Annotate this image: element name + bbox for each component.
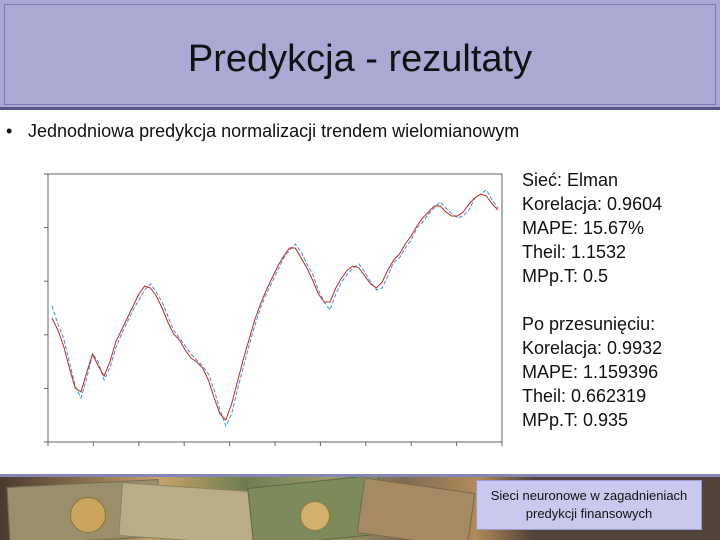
banknote-image [118, 482, 264, 540]
banknote-image [356, 477, 476, 540]
coin-image [70, 497, 106, 533]
stat-shift-mppt: MPp.T: 0.935 [522, 410, 629, 430]
bullet-item: • Jednodniowa predykcja normalizacji tren… [6, 121, 519, 142]
stat-shift-heading: Po przesunięciu: [522, 314, 656, 334]
stat-mppt: MPp.T: 0.5 [522, 266, 609, 286]
stats-block-shifted: Po przesunięciu: Korelacja: 0.9932 MAPE:… [522, 312, 662, 432]
stat-network: Sieć: Elman [522, 170, 619, 190]
series-line-0 [51, 189, 499, 428]
stat-theil: Theil: 1.1532 [522, 242, 627, 262]
title-bar [0, 0, 720, 110]
footer-caption: Sieci neuronowe w zagadnieniach predykcj… [476, 480, 702, 530]
stats-block-elman: Sieć: Elman Korelacja: 0.9604 MAPE: 15.6… [522, 168, 662, 288]
slide-title: Predykcja - rezultaty [187, 38, 533, 80]
bullet-text: Jednodniowa predykcja normalizacji trend… [28, 121, 520, 141]
stat-correlation: Korelacja: 0.9604 [522, 194, 663, 214]
stat-shift-correlation: Korelacja: 0.9932 [522, 338, 663, 358]
coin-image [300, 501, 330, 531]
footer-caption-line1: Sieci neuronowe w zagadnieniach [490, 488, 688, 503]
series-line-1 [51, 193, 499, 421]
stat-shift-theil: Theil: 0.662319 [522, 386, 647, 406]
title-frame [4, 4, 716, 105]
plot-frame [47, 173, 503, 443]
stats-panel: Sieć: Elman Korelacja: 0.9604 MAPE: 15.6… [522, 168, 662, 456]
chart-svg [44, 173, 503, 446]
footer-caption-line2: predykcji finansowych [525, 506, 653, 521]
stat-shift-mape: MAPE: 1.159396 [522, 362, 659, 382]
stat-mape: MAPE: 15.67% [522, 218, 645, 238]
prediction-chart [4, 156, 506, 472]
bullet-symbol: • [6, 121, 13, 141]
